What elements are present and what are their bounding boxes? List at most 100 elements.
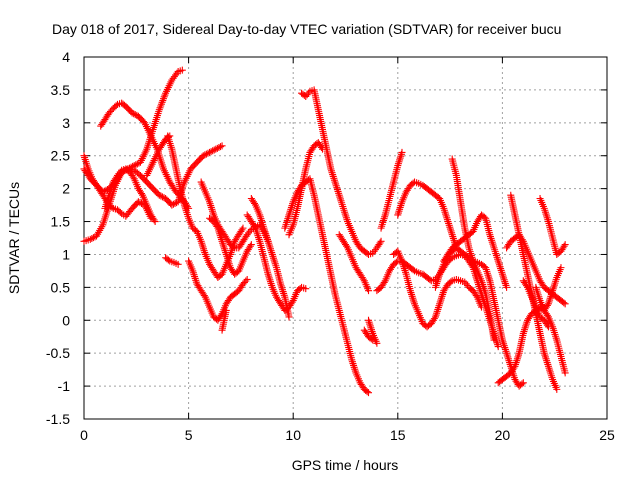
data-point <box>394 160 402 168</box>
y-tick-label: 0 <box>62 312 70 328</box>
data-point <box>379 218 387 226</box>
data-point <box>363 388 371 396</box>
data-point <box>486 233 494 241</box>
data-point <box>503 283 511 291</box>
data-point <box>336 195 344 203</box>
data-points <box>80 66 569 397</box>
data-point <box>542 210 550 218</box>
data-point <box>561 241 569 249</box>
data-point <box>484 271 492 279</box>
data-point <box>370 247 378 255</box>
data-point <box>280 289 288 297</box>
data-point <box>213 144 221 152</box>
data-point <box>115 170 123 178</box>
data-point <box>269 254 277 262</box>
data-point <box>380 215 388 223</box>
data-point <box>138 190 146 198</box>
y-tick-labels: -1.5 -1 -0.5 0 0.5 1 1.5 2 2.5 3 3.5 4 <box>46 49 70 427</box>
data-point <box>238 226 246 234</box>
data-point <box>359 275 367 283</box>
data-point <box>158 193 166 201</box>
data-point <box>129 173 137 181</box>
data-point <box>268 249 276 257</box>
data-point <box>488 236 496 244</box>
series-arc-12 <box>243 211 310 314</box>
data-point <box>218 237 226 245</box>
data-point <box>521 326 529 334</box>
data-point <box>490 336 498 344</box>
data-point <box>496 263 504 271</box>
data-point <box>449 233 457 241</box>
data-point <box>200 245 208 253</box>
data-point <box>212 145 220 153</box>
data-point <box>489 242 497 250</box>
data-point <box>504 353 512 361</box>
data-point <box>342 212 350 220</box>
data-point <box>397 152 405 160</box>
series-arc-14 <box>218 306 230 334</box>
series-arc-11 <box>206 214 255 278</box>
data-point <box>204 149 212 157</box>
chart-title: Day 018 of 2017, Sidereal Day-to-day VTE… <box>52 21 561 37</box>
data-point <box>134 198 142 206</box>
data-point <box>541 353 549 361</box>
data-point <box>271 260 279 268</box>
data-point <box>102 186 110 194</box>
data-point <box>437 294 445 302</box>
series-arc-7 <box>164 132 247 281</box>
data-point <box>338 201 346 209</box>
data-point <box>396 156 404 164</box>
data-point <box>222 249 230 257</box>
data-point <box>303 91 311 99</box>
data-point <box>544 216 552 224</box>
data-point <box>394 209 402 217</box>
data-point <box>215 144 223 151</box>
data-point <box>210 146 218 154</box>
data-point <box>377 224 385 232</box>
data-point <box>208 205 216 213</box>
data-point <box>557 264 565 272</box>
data-point <box>243 231 251 239</box>
data-point <box>207 148 215 156</box>
data-point <box>246 227 254 235</box>
x-tick-labels: 0 5 10 15 20 25 <box>80 427 615 443</box>
data-point <box>442 212 450 220</box>
data-point <box>333 186 341 194</box>
data-point <box>494 257 502 265</box>
y-tick-label: 2 <box>62 181 70 197</box>
data-point <box>331 178 339 186</box>
data-point <box>380 278 388 286</box>
data-point <box>430 315 438 323</box>
data-point <box>447 278 455 286</box>
data-point <box>131 111 139 119</box>
data-point <box>283 217 291 225</box>
data-point <box>397 150 405 158</box>
data-point <box>551 330 559 338</box>
data-point <box>207 203 215 211</box>
data-point <box>220 245 228 253</box>
data-point <box>332 180 340 188</box>
y-tick-label: 3.5 <box>51 82 71 98</box>
data-point <box>201 151 209 159</box>
data-point <box>462 280 470 288</box>
data-point <box>409 294 417 302</box>
data-point <box>547 370 555 378</box>
data-point <box>553 385 561 393</box>
series-arc-23 <box>394 178 460 252</box>
data-point <box>445 221 453 229</box>
data-point <box>253 230 261 238</box>
x-tick-label: 20 <box>495 427 511 443</box>
series-arc-24 <box>390 247 485 331</box>
data-point <box>443 216 451 224</box>
data-point <box>408 292 416 300</box>
data-point <box>396 203 404 211</box>
x-tick-label: 5 <box>185 427 193 443</box>
data-point <box>522 322 530 330</box>
data-point <box>442 210 450 218</box>
data-point <box>200 292 208 300</box>
data-point <box>283 218 291 226</box>
data-point <box>513 357 521 365</box>
data-point <box>350 361 358 369</box>
data-point <box>381 213 389 221</box>
data-point <box>220 243 228 251</box>
